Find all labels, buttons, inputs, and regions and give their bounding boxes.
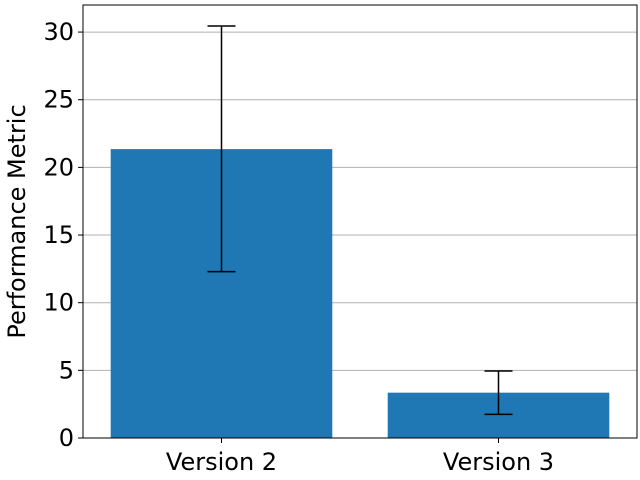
bars	[110, 149, 610, 438]
y-tick-label: 5	[59, 356, 74, 384]
y-axis-label: Performance Metric	[3, 104, 31, 338]
x-tick-label: Version 2	[166, 448, 277, 476]
x-tick-label: Version 3	[443, 448, 554, 476]
plot-frame	[82, 4, 638, 439]
y-tick-label: 0	[59, 424, 74, 452]
y-tick-label: 30	[43, 18, 74, 46]
x-axis-ticks: Version 2 Version 3	[166, 438, 554, 476]
y-axis-ticks: 0 5 10 15 20 25 30	[43, 18, 83, 452]
y-tick-label: 15	[43, 221, 74, 249]
y-tick-label: 10	[43, 289, 74, 317]
y-tick-label: 20	[43, 153, 74, 181]
error-bars	[207, 25, 513, 416]
y-tick-label: 25	[43, 86, 74, 114]
